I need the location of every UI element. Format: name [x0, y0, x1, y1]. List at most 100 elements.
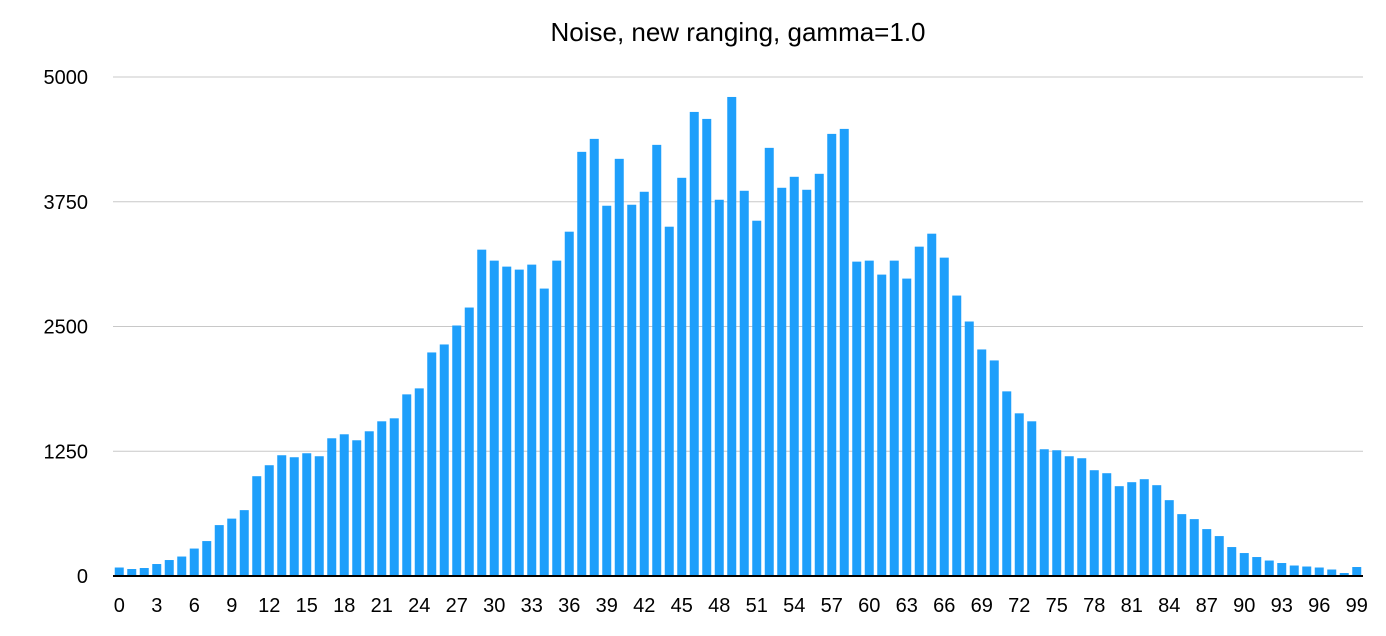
x-tick-label: 96: [1308, 595, 1330, 617]
bar: [464, 307, 474, 576]
bar: [539, 288, 549, 576]
x-tick-label: 78: [1083, 595, 1105, 617]
x-tick-label: 81: [1121, 595, 1143, 617]
bar: [677, 177, 687, 576]
bar: [552, 260, 562, 576]
x-tick-label: 57: [821, 595, 843, 617]
bar: [252, 476, 262, 576]
x-tick-label: 48: [708, 595, 730, 617]
bar: [1089, 470, 1099, 576]
bar: [1314, 567, 1324, 576]
bar: [177, 556, 187, 576]
bar: [414, 388, 424, 576]
bar: [689, 111, 699, 577]
bar: [327, 438, 337, 576]
x-tick-label: 21: [371, 595, 393, 617]
bar: [227, 518, 237, 576]
y-tick-label: 2500: [44, 317, 89, 339]
bar: [977, 349, 987, 576]
bar: [1114, 486, 1124, 576]
bar: [377, 421, 387, 576]
bar: [239, 510, 249, 576]
bar: [664, 226, 674, 576]
bar: [877, 274, 887, 576]
bar: [1164, 500, 1174, 576]
bar: [702, 118, 712, 576]
bar: [1327, 569, 1337, 576]
bar: [352, 440, 362, 576]
x-tick-label: 66: [933, 595, 955, 617]
bar: [1239, 553, 1249, 576]
y-tick-label: 5000: [44, 67, 89, 89]
bar: [452, 325, 462, 576]
bar: [1214, 536, 1224, 576]
bar: [1152, 485, 1162, 576]
bar: [727, 96, 737, 577]
x-tick-label: 0: [114, 595, 125, 617]
bar: [289, 457, 299, 576]
bar: [264, 465, 274, 576]
x-tick-label: 39: [596, 595, 618, 617]
x-tick-label: 3: [151, 595, 162, 617]
bar: [627, 204, 637, 576]
bar: [852, 261, 862, 576]
bar: [527, 264, 537, 576]
bar: [989, 360, 999, 576]
bar: [1202, 529, 1212, 576]
bar: [939, 257, 949, 576]
bar: [1252, 557, 1262, 576]
bar: [964, 321, 974, 576]
bar: [1064, 456, 1074, 576]
x-tick-label: 84: [1158, 595, 1180, 617]
bar: [477, 249, 487, 577]
bar: [614, 158, 624, 576]
bar: [139, 568, 149, 576]
bar: [402, 394, 412, 576]
x-tick-label: 24: [408, 595, 430, 617]
bar: [1339, 573, 1349, 576]
bar: [789, 176, 799, 577]
bar: [927, 233, 937, 576]
bar: [427, 352, 437, 576]
x-tick-label: 54: [783, 595, 805, 617]
y-axis: 0 1250 2500 3750 5000: [44, 67, 89, 588]
bar: [752, 220, 762, 576]
bar: [1352, 567, 1362, 576]
bar: [1189, 519, 1199, 576]
bar: [777, 187, 787, 576]
bar: [1177, 514, 1187, 576]
bar: [364, 431, 374, 576]
x-tick-label: 12: [258, 595, 280, 617]
bar: [277, 455, 287, 576]
bar: [1077, 458, 1087, 576]
bar: [339, 434, 349, 576]
bar: [714, 199, 724, 576]
bar: [1052, 450, 1062, 576]
bar: [127, 569, 137, 576]
bar: [639, 191, 649, 576]
bar: [439, 344, 449, 576]
y-tick-label: 0: [77, 566, 88, 588]
x-tick-label: 42: [633, 595, 655, 617]
x-tick-label: 63: [896, 595, 918, 617]
chart-title: Noise, new ranging, gamma=1.0: [550, 17, 925, 47]
bar: [802, 189, 812, 577]
bar: [1264, 560, 1274, 576]
x-tick-label: 15: [296, 595, 318, 617]
bar: [214, 525, 224, 576]
bar: [314, 456, 324, 576]
bar: [602, 205, 612, 576]
x-tick-label: 51: [746, 595, 768, 617]
bar: [864, 260, 874, 576]
bar: [302, 453, 312, 576]
bar: [1027, 421, 1037, 576]
bar: [1289, 565, 1299, 576]
y-tick-label: 1250: [44, 441, 89, 463]
bar: [1127, 482, 1137, 576]
x-tick-label: 36: [558, 595, 580, 617]
x-tick-label: 87: [1196, 595, 1218, 617]
x-tick-label: 45: [671, 595, 693, 617]
bar: [814, 173, 824, 576]
bar: [1302, 566, 1312, 576]
